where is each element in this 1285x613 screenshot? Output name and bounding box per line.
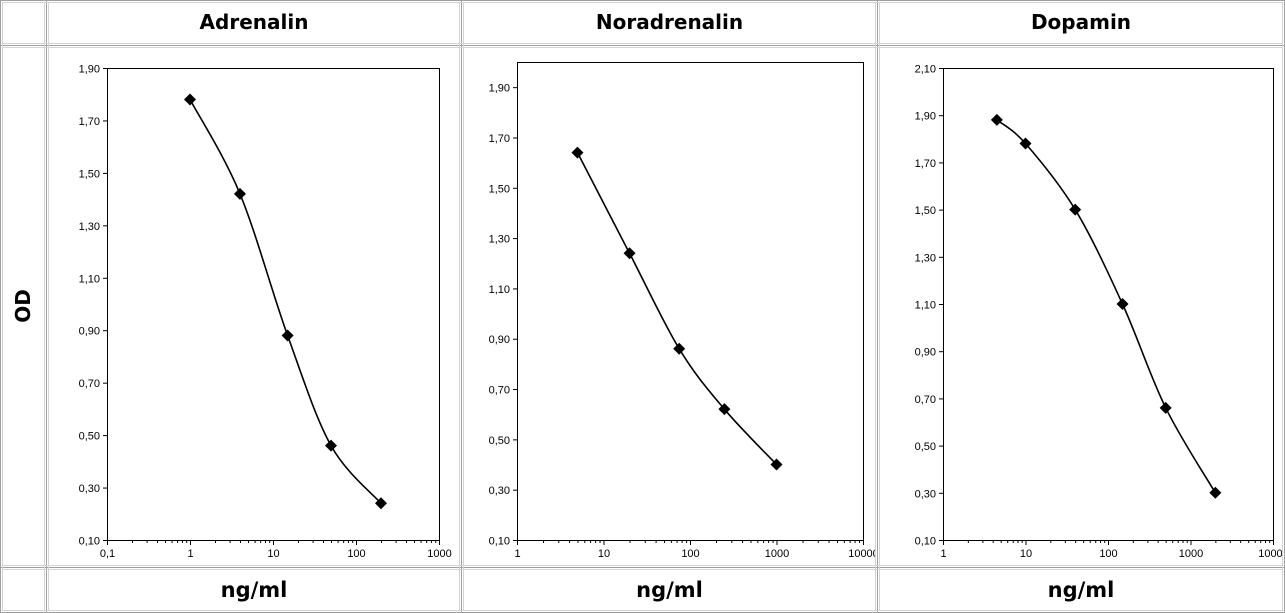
plot-area [107, 68, 440, 541]
x-tick-label: 1 [187, 548, 193, 560]
y-tick-label: 1,70 [915, 158, 936, 170]
chart-dopamin: 0,10 0,30 0,50 0,70 0,90 1,10 1,30 1,50 1,70 1,90… [915, 64, 1282, 561]
data-point [325, 439, 338, 452]
data-point [374, 497, 387, 510]
plot-area [517, 62, 864, 541]
y-axis-label: OD [11, 289, 35, 323]
y-tick-label: 1,90 [489, 83, 510, 95]
data-point [673, 342, 686, 355]
y-tick-label: 1,90 [79, 64, 100, 76]
y-tick-label: 1,70 [79, 116, 100, 128]
data-point [1019, 137, 1032, 150]
y-tick-label: 0,90 [489, 334, 510, 346]
y-tick-label: 0,50 [489, 435, 510, 447]
x-tick-label: 1000 [427, 548, 451, 560]
x-tick-label: 1000 [765, 548, 789, 560]
x-tick-label: 100 [1099, 548, 1117, 560]
x-tick-label: 1 [940, 548, 946, 560]
x-tick-label: 100 [347, 548, 365, 560]
y-tick-label: 0,90 [915, 347, 936, 359]
data-point [718, 403, 731, 416]
data-point [184, 93, 196, 106]
chart-title-dopamin: Dopamin [1030, 10, 1132, 34]
x-tick-label: 0,1 [100, 548, 115, 560]
y-tick-label: 0,90 [79, 326, 100, 338]
plot-area [943, 68, 1274, 541]
curve-line [996, 119, 1216, 494]
y-tick-label: 0,10 [489, 536, 510, 548]
y-tick-label: 1,30 [79, 221, 100, 233]
y-tick-label: 1,10 [79, 273, 100, 285]
y-tick-label: 1,10 [915, 300, 936, 312]
y-tick-label: 0,10 [79, 536, 100, 548]
data-point [1116, 298, 1129, 310]
data-point [1069, 203, 1082, 216]
x-tick-label: 1000 [1179, 548, 1203, 560]
y-tick-label: 0,70 [915, 394, 936, 406]
x-axis-label-adrenalin: ng/ml [220, 578, 288, 602]
x-tick-label: 10 [598, 548, 610, 560]
y-tick-label: 1,50 [915, 205, 936, 217]
y-tick-label: 1,30 [489, 234, 510, 246]
od-label-cell: OD [0, 45, 46, 567]
data-point [623, 247, 636, 260]
data-point [233, 187, 246, 200]
chart-title-adrenalin: Adrenalin [199, 10, 309, 34]
y-tick-label: 1,50 [79, 168, 100, 180]
y-tick-label: 0,30 [915, 488, 936, 500]
chart-title-noradrenalin: Noradrenalin [595, 10, 744, 34]
curve-line [576, 152, 778, 466]
y-tick-label: 0,50 [915, 441, 936, 453]
data-point [1159, 401, 1172, 414]
y-tick-label: 0,10 [915, 536, 936, 548]
data-point [571, 146, 584, 159]
curve-line [189, 99, 382, 504]
y-tick-label: 2,10 [915, 64, 936, 76]
x-axis-label-noradrenalin: ng/ml [636, 578, 703, 602]
y-tick-label: 0,30 [489, 485, 510, 497]
chart-noradrenalin: 0,10 0,30 0,50 0,70 0,90 1,10 1,30 1,50 1,70 1,90… [489, 62, 875, 560]
y-tick-label: 1,30 [915, 252, 936, 264]
y-tick-label: 1,90 [915, 111, 936, 123]
chart-adrenalin: 0,10 0,30 0,50 0,70 0,90 1,10 1,30 1,50 1,70 1,90… [79, 64, 452, 561]
data-point [770, 458, 783, 471]
y-tick-label: 0,70 [79, 378, 100, 390]
y-tick-label: 0,70 [489, 385, 510, 397]
x-tick-label: 100 [681, 548, 699, 560]
data-point [281, 329, 294, 342]
data-point [990, 113, 1003, 126]
y-tick-label: 0,50 [79, 431, 100, 443]
x-tick-label: 10 [267, 548, 279, 560]
x-axis-label-dopamin: ng/ml [1047, 578, 1115, 602]
y-tick-label: 0,30 [79, 483, 100, 495]
y-tick-label: 1,70 [489, 133, 510, 145]
x-tick-label: 1 [514, 548, 520, 560]
y-tick-label: 1,50 [489, 183, 510, 195]
data-point [1209, 486, 1222, 499]
x-tick-label: 10 [1020, 548, 1032, 560]
y-tick-label: 1,10 [489, 284, 510, 296]
